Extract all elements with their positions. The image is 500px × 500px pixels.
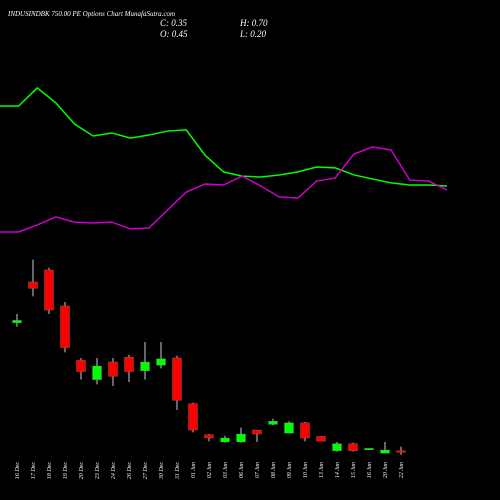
x-tick-label: 30 Dec [159, 462, 165, 480]
x-tick-label: 20 Dec [79, 462, 85, 479]
x-tick-label: 19 Dec [63, 462, 69, 479]
candle-body [28, 281, 38, 289]
candle-body [316, 436, 326, 442]
x-tick-label: 24 Dec [110, 462, 117, 479]
x-tick-label: 15 Jan [351, 462, 357, 478]
x-tick-label: 18 Dec [47, 462, 53, 479]
candle-body [44, 269, 54, 311]
x-tick-label: 16 Dec [15, 462, 21, 479]
x-tick-label: 03 Jan [223, 462, 229, 478]
candle-body [12, 320, 22, 323]
x-tick-label: 01 Jan [191, 462, 197, 478]
x-tick-label: 16 Jan [367, 462, 373, 478]
candle-body [252, 429, 262, 435]
candle-body [204, 434, 214, 439]
x-tick-label: 13 Jan [319, 462, 325, 478]
stat-low: L: 0.20 [239, 29, 267, 39]
x-tick-label: 14 Jan [334, 462, 341, 478]
x-tick-label: 20 Jan [383, 462, 389, 478]
chart-title: INDUSINDBK 750.00 PE Options Chart Munaf… [7, 10, 175, 18]
indicator-line [0, 146, 448, 233]
candle-body [220, 437, 230, 443]
candle-body [236, 433, 246, 443]
candle-body [268, 421, 278, 425]
candle-body [172, 357, 182, 401]
candle-body [188, 403, 198, 431]
x-tick-label: 31 Dec [175, 462, 181, 480]
candle-body [300, 422, 310, 439]
indicator-line [0, 86, 448, 187]
x-tick-label: 06 Jan [239, 462, 245, 478]
candle-body [396, 450, 406, 453]
candle-body [108, 361, 118, 377]
candle-body [332, 443, 342, 451]
candle-body [364, 448, 374, 451]
x-tick-label: 08 Jan [271, 462, 277, 478]
x-tick-label: 22 Jan [399, 462, 405, 478]
candle-body [60, 305, 70, 348]
candle-body [380, 449, 390, 454]
candle-body [284, 422, 294, 434]
candle-body [140, 361, 150, 371]
candle-body [76, 360, 86, 372]
candle-body [156, 358, 166, 366]
x-tick-label: 10 Jan [303, 462, 309, 478]
x-tick-label: 07 Jan [255, 462, 261, 478]
candle-body [348, 443, 358, 451]
x-tick-label: 23 Dec [95, 462, 101, 479]
x-tick-label: 26 Dec [127, 462, 133, 479]
x-tick-label: 27 Dec [143, 462, 149, 479]
x-tick-label: 02 Jan [207, 462, 213, 478]
stat-close: C: 0.35 [160, 18, 188, 28]
candle-body [92, 365, 102, 380]
x-tick-label: 09 Jan [287, 462, 293, 478]
stat-high: H: 0.70 [239, 18, 268, 28]
x-tick-label: 17 Dec [31, 462, 37, 479]
candle-body [124, 357, 134, 372]
stat-open: O: 0.45 [160, 29, 188, 39]
